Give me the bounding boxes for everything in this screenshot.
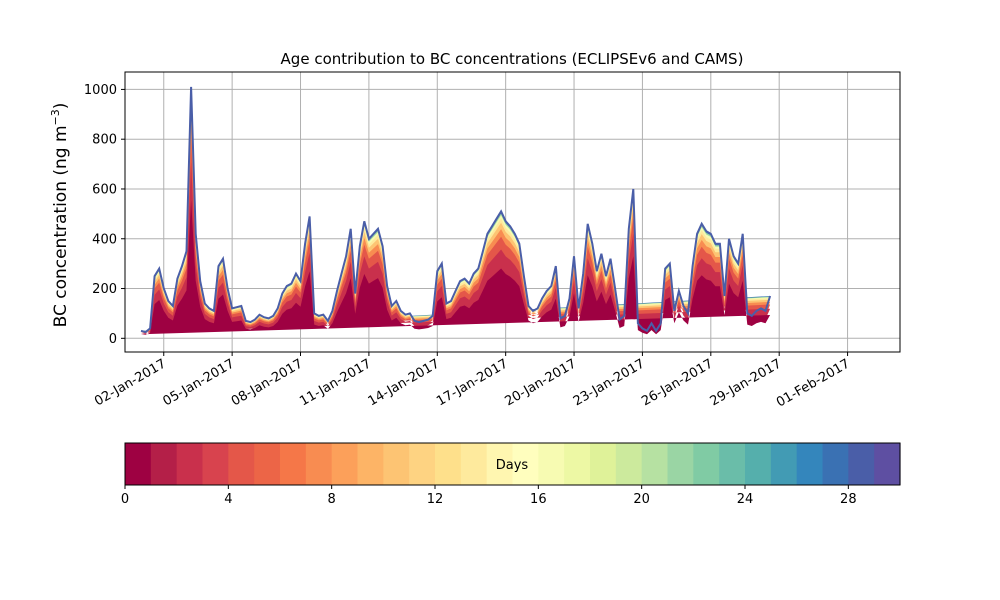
colorbar-cell-14 — [486, 443, 514, 485]
y-axis-label-close: ) — [51, 103, 71, 110]
x-tick-label-0: 02-Jan-2017 — [92, 356, 169, 409]
y-tick-label-2: 400 — [92, 232, 117, 247]
x-tick-label-2: 08-Jan-2017 — [229, 356, 306, 409]
colorbar-cell-17 — [564, 443, 591, 485]
total-line — [140, 86, 772, 334]
colorbar-cell-3 — [202, 443, 229, 485]
x-tick-label-1: 05-Jan-2017 — [161, 356, 238, 409]
x-tick-label-8: 26-Jan-2017 — [639, 356, 716, 409]
chart-title: Age contribution to BC concentrations (E… — [281, 50, 744, 68]
area-layer-1 — [141, 200, 771, 335]
y-axis-label-text: BC concentration (ng m — [51, 125, 71, 327]
x-tick-label-5: 17-Jan-2017 — [434, 356, 511, 409]
colorbar-cells — [125, 443, 901, 485]
x-tick-label-4: 14-Jan-2017 — [366, 356, 443, 409]
colorbar-cell-29 — [874, 443, 901, 485]
plot-area: 0 200 400 600 800 1000 02-Jan-201705-Jan-2017… — [84, 71, 901, 410]
colorbar-tick-label-6: 24 — [737, 492, 754, 507]
colorbar-ticks: 0 4 8 12 16 20 24 28 — [121, 485, 857, 507]
y-axis-ticks: 0 200 400 600 800 1000 — [84, 83, 125, 347]
colorbar-cell-2 — [176, 443, 204, 485]
colorbar-cell-26 — [796, 443, 824, 485]
colorbar-label: Days — [496, 458, 529, 473]
x-tick-label-10: 01-Feb-2017 — [774, 356, 853, 410]
colorbar: Days 0 4 8 12 16 20 24 28 — [121, 442, 901, 507]
colorbar-cell-0 — [125, 443, 152, 485]
colorbar-tick-label-1: 4 — [224, 492, 232, 507]
colorbar-tick-label-2: 8 — [328, 492, 336, 507]
colorbar-cell-7 — [305, 443, 333, 485]
colorbar-cell-12 — [435, 443, 462, 485]
x-tick-label-7: 23-Jan-2017 — [571, 356, 648, 409]
colorbar-cell-11 — [409, 443, 436, 485]
colorbar-tick-label-0: 0 — [121, 492, 129, 507]
colorbar-cell-15 — [512, 443, 539, 485]
colorbar-cell-20 — [641, 443, 669, 485]
x-tick-label-6: 20-Jan-2017 — [502, 356, 579, 409]
plot-frame — [124, 71, 901, 353]
y-tick-label-0: 0 — [109, 332, 117, 347]
colorbar-cell-18 — [590, 443, 617, 485]
colorbar-tick-label-4: 16 — [530, 492, 547, 507]
colorbar-cell-23 — [719, 443, 746, 485]
y-tick-label-1: 200 — [92, 282, 117, 297]
colorbar-frame — [124, 442, 901, 486]
y-tick-label-4: 800 — [92, 133, 117, 148]
colorbar-cell-1 — [150, 443, 178, 485]
colorbar-cell-16 — [538, 443, 565, 485]
colorbar-tick-label-3: 12 — [427, 492, 444, 507]
colorbar-cell-13 — [460, 443, 488, 485]
colorbar-cell-5 — [254, 443, 281, 485]
colorbar-cell-28 — [848, 443, 875, 485]
y-tick-label-5: 1000 — [84, 83, 117, 98]
x-tick-label-3: 11-Jan-2017 — [297, 356, 374, 409]
colorbar-tick-label-5: 20 — [633, 492, 650, 507]
colorbar-cell-4 — [228, 443, 255, 485]
colorbar-cell-27 — [822, 443, 849, 485]
y-axis-label: BC concentration (ng m−3) — [49, 103, 71, 328]
stacked-areas — [141, 86, 771, 335]
colorbar-tick-label-7: 28 — [840, 492, 857, 507]
colorbar-cell-8 — [331, 443, 359, 485]
y-tick-label-3: 600 — [92, 182, 117, 197]
colorbar-cell-10 — [383, 443, 410, 485]
x-axis-ticks: 02-Jan-201705-Jan-201708-Jan-201711-Jan-… — [92, 352, 853, 410]
y-axis-label-exponent: −3 — [49, 109, 62, 125]
colorbar-cell-22 — [693, 443, 720, 485]
x-tick-label-9: 29-Jan-2017 — [708, 356, 785, 409]
colorbar-cell-19 — [615, 443, 643, 485]
colorbar-cell-6 — [280, 443, 307, 485]
colorbar-cell-25 — [770, 443, 798, 485]
colorbar-cell-21 — [667, 443, 694, 485]
colorbar-cell-24 — [745, 443, 772, 485]
colorbar-cell-9 — [357, 443, 384, 485]
